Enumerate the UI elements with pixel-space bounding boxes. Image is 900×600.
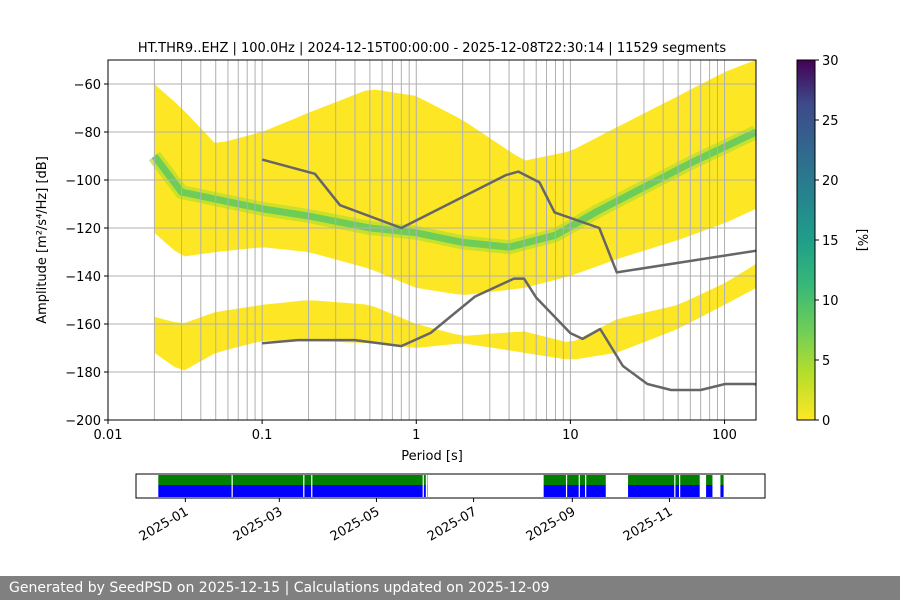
availability-gap [231,475,233,497]
plot-frame [107,59,757,421]
availability-gap [422,475,424,497]
y-tick-label: −160 [65,318,101,333]
colorbar-tick-label: 5 [822,354,830,369]
y-axis-label: Amplitude [m²/s⁴/Hz] [dB] [35,156,50,324]
colorbar-tick-label: 25 [822,114,839,129]
colorbar-tick-label: 10 [822,294,839,309]
availability-gap [578,475,580,497]
y-tick-label: −80 [74,126,101,141]
y-tick-label: −120 [65,222,101,237]
figure: HT.THR9..EHZ | 100.0Hz | 2024-12-15T00:0… [35,41,869,545]
availability-gap [585,475,587,497]
y-axis: −200 −180 −160 −140 −120 −100 −80 −60 [65,78,108,429]
x-tick-label: 1 [412,428,420,443]
nlnm-line [261,277,756,392]
y-tick-label: −140 [65,270,101,285]
x-tick-label: 0.1 [252,428,273,443]
y-tick-label: −180 [65,366,101,381]
colorbar-tick-label: 20 [822,174,839,189]
date-tick-label: 2025-11 [621,504,676,544]
chart-title: HT.THR9..EHZ | 100.0Hz | 2024-12-15T00:0… [138,41,726,56]
availability-date-axis: 2025-01 2025-03 2025-05 2025-07 2025-09 2025-… [137,498,676,545]
x-tick-label: 10 [562,428,579,443]
availability-blue-bar [158,485,428,497]
x-axis: 0.01 0.1 1 10 100 [94,420,737,443]
y-tick-label: −100 [65,174,101,189]
date-tick-label: 2025-07 [425,504,480,544]
footer-text: Generated by SeedPSD on 2025-12-15 | Cal… [0,576,900,600]
plot-grid [107,60,756,421]
y-tick-label: −60 [74,78,101,93]
availability-gap [425,475,428,497]
colorbar-gradient [796,59,816,421]
psd-heatmap [148,60,756,371]
availability-frame [135,473,766,499]
availability-blue-bar [706,485,713,497]
availability-green-bar [628,475,700,485]
availability-gap [565,475,568,497]
psd-lower-band [154,264,756,371]
date-tick-label: 2025-05 [328,504,383,544]
availability-gap [303,475,305,497]
colorbar-tick-label: 0 [822,414,830,429]
availability-blue-bar [720,485,724,497]
availability-gap [679,475,681,497]
availability-green-bar [706,475,713,485]
date-tick-label: 2025-09 [524,504,579,544]
availability-green-bar [543,475,606,485]
x-tick-label: 0.01 [94,428,123,443]
availability-green-bar [158,475,428,485]
x-tick-label: 100 [712,428,737,443]
nhnm-line [261,158,756,274]
colorbar-label: [%] [854,229,869,252]
availability-bars [158,475,724,497]
x-axis-label: Period [s] [401,449,463,464]
colorbar-tick-label: 30 [822,54,839,69]
date-tick-label: 2025-03 [231,504,286,544]
colorbar-ticks: 0 5 10 15 20 25 30 [815,54,839,429]
availability-gap [674,475,676,497]
availability-blue-bar [628,485,700,497]
availability-gap [311,475,313,497]
psd-plot: 0.01 0.1 1 10 100 −200 −180 −160 −140 −120 −100 −8… [35,59,757,464]
availability-blue-bar [543,485,606,497]
psd-upper-band [154,60,756,295]
colorbar: 0 5 10 15 20 25 30 [%] [796,54,869,429]
availability-panel: 2025-01 2025-03 2025-05 2025-07 2025-09 2025-… [135,473,766,545]
noise-models [261,158,756,392]
date-tick-label: 2025-01 [137,504,192,544]
colorbar-tick-label: 15 [822,234,839,249]
psd-mode-core [151,128,756,251]
y-tick-label: −200 [65,414,101,429]
availability-green-bar [720,475,724,485]
